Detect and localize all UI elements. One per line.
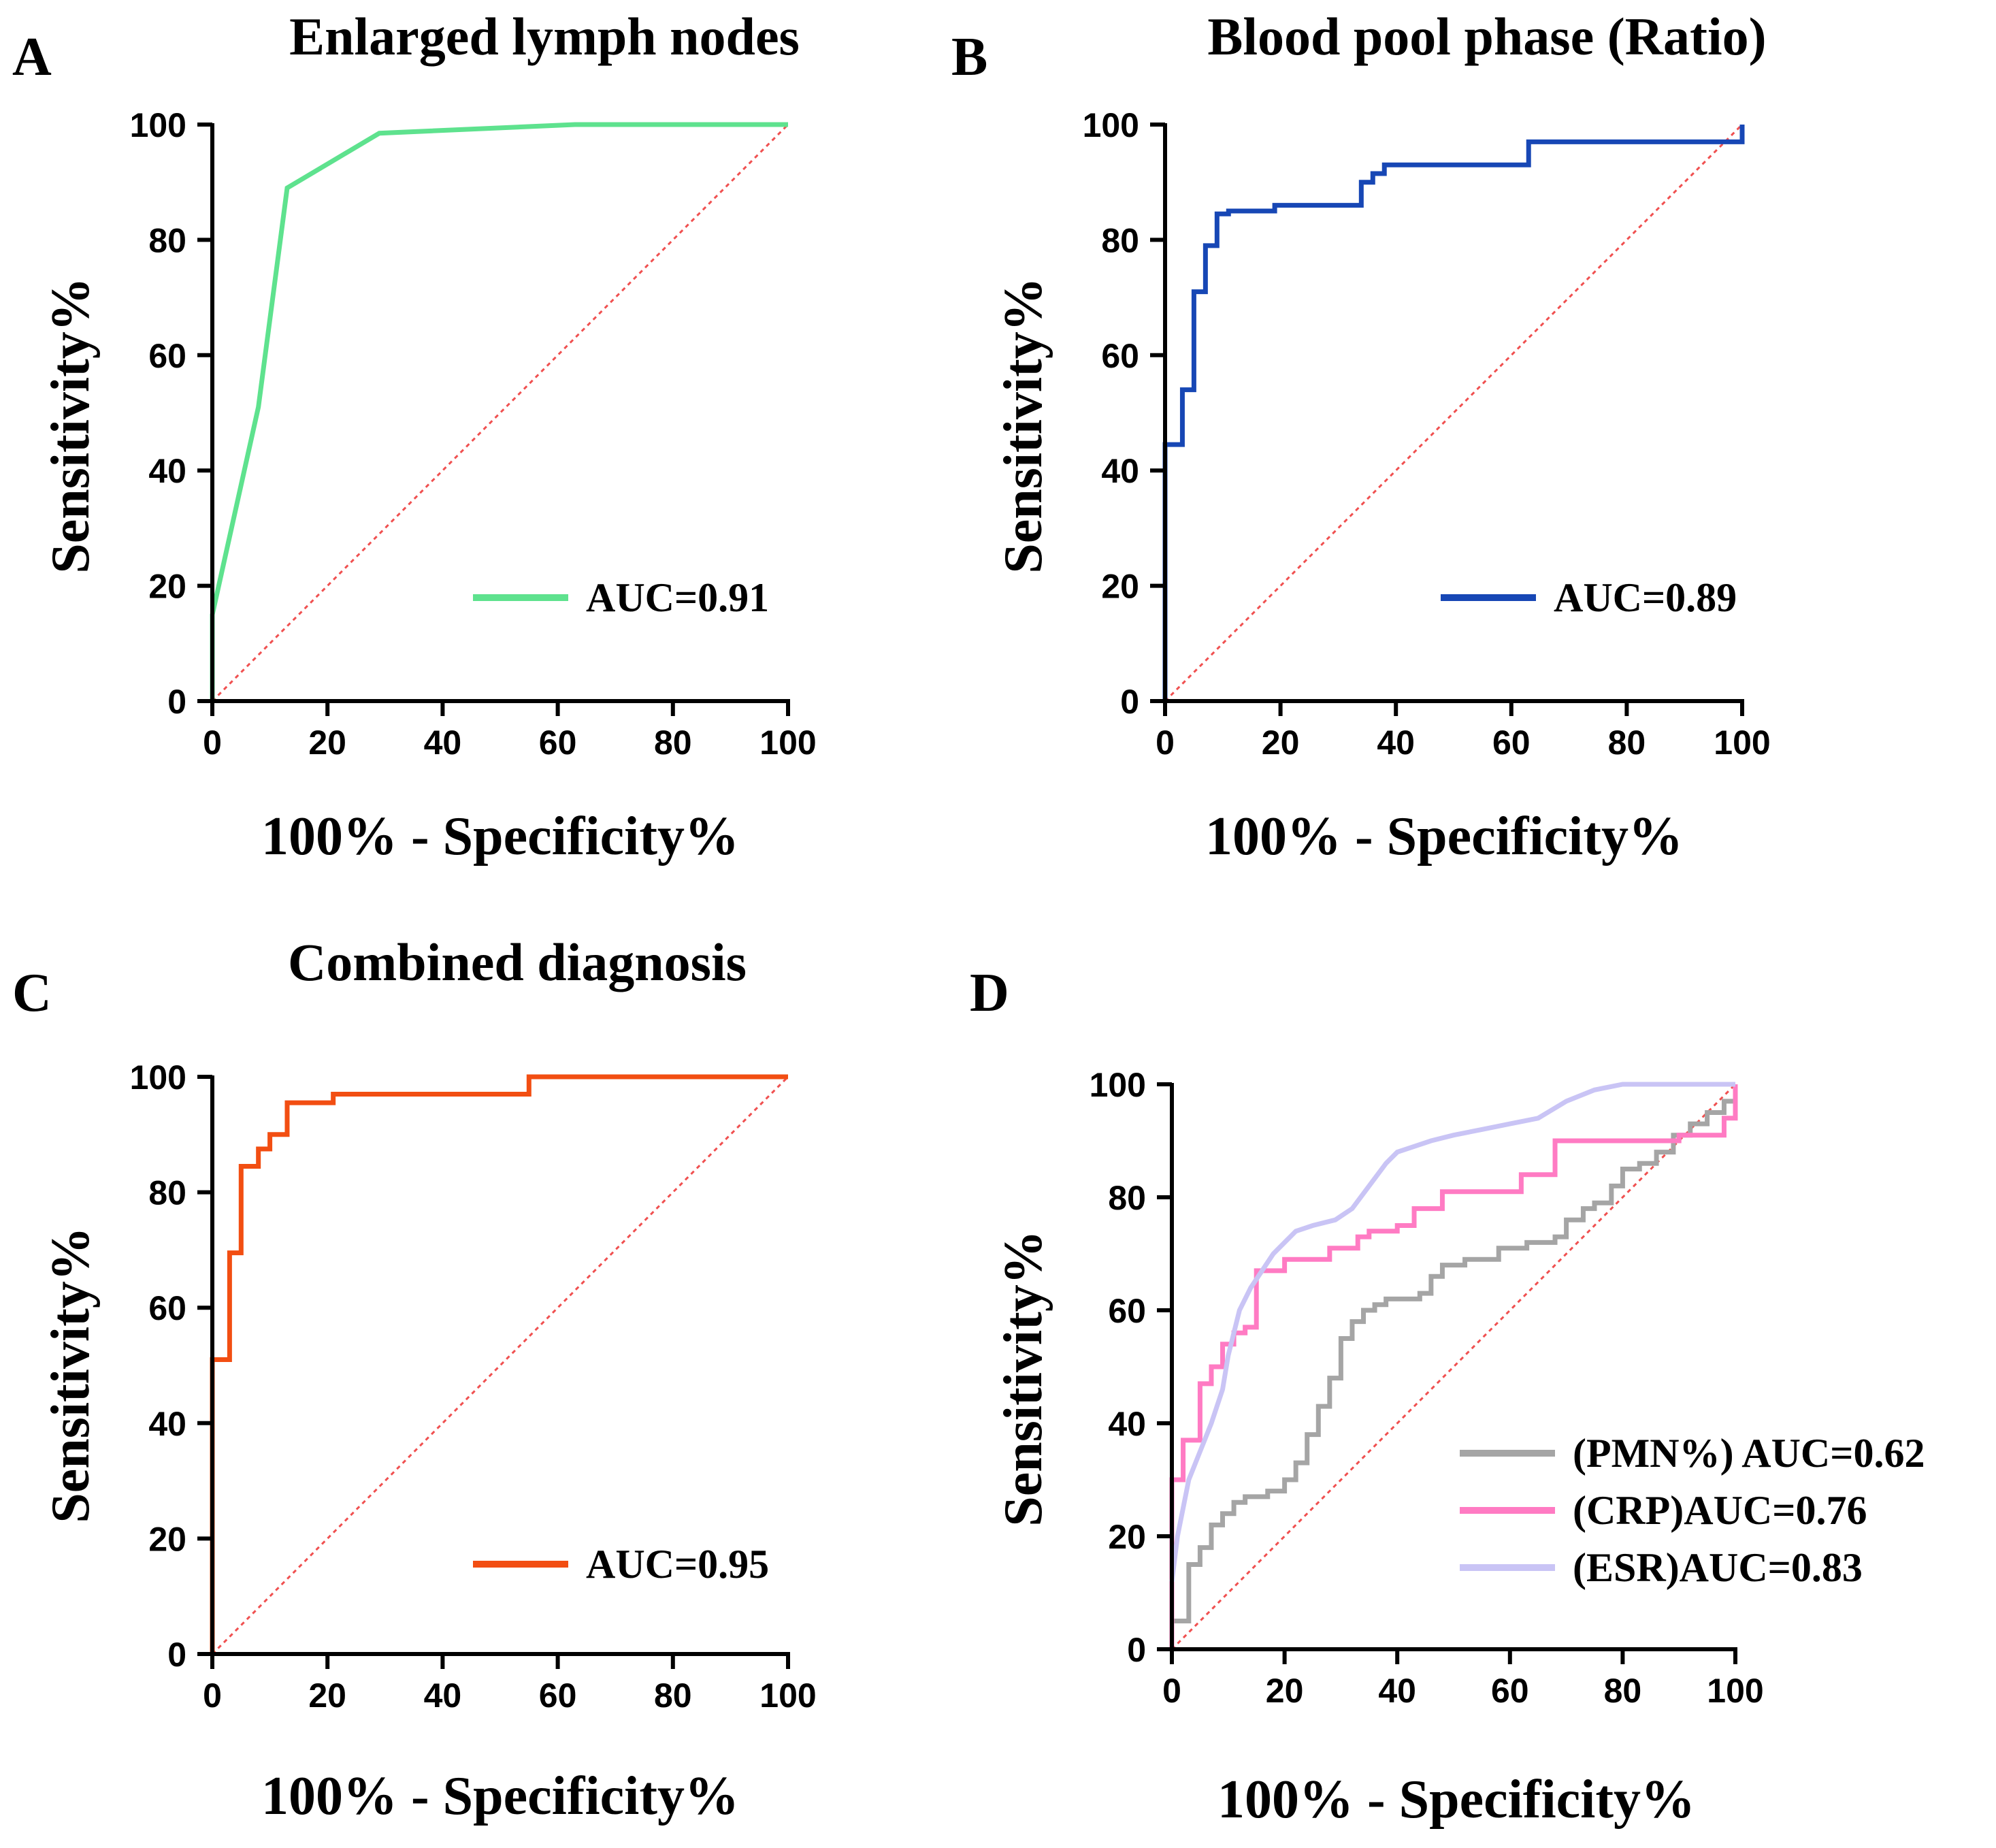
x-tick-label: 100 xyxy=(1707,1672,1763,1710)
x-tick-label: 0 xyxy=(1162,1672,1181,1710)
x-tick-label: 20 xyxy=(1262,724,1300,762)
plot-area: 0 20 40 60 80 100 0 20 40 60 80 100 xyxy=(1090,1066,1764,1710)
legend-label: AUC=0.89 xyxy=(1554,575,1737,620)
legend: AUC=0.91 xyxy=(473,575,769,620)
plot-area: 0 20 40 60 80 100 0 20 40 60 80 100 xyxy=(130,106,817,762)
y-tick-label: 100 xyxy=(1090,1066,1146,1104)
roc-curve-3 xyxy=(1169,1082,1735,1582)
x-tick-label: 40 xyxy=(424,724,462,762)
y-tick-label: 100 xyxy=(130,1058,186,1097)
y-tick-label: 40 xyxy=(148,1405,186,1443)
x-tick-label: 60 xyxy=(539,724,577,762)
panel-title: Combined diagnosis xyxy=(288,933,747,992)
roc-curve-2 xyxy=(1169,1084,1738,1649)
legend-label: (ESR)AUC=0.83 xyxy=(1573,1545,1863,1590)
panel-letter-a: A xyxy=(12,27,52,87)
x-tick-label: 100 xyxy=(759,1676,816,1715)
y-tick-label: 80 xyxy=(148,221,186,259)
y-axis-label: Sensitivity% xyxy=(41,1227,101,1523)
x-tick-label: 100 xyxy=(1714,724,1770,762)
roc-curve-1 xyxy=(1162,125,1745,701)
plot-area: 0 20 40 60 80 100 0 20 40 60 80 100 xyxy=(1083,106,1771,762)
x-tick-label: 80 xyxy=(654,1676,692,1715)
y-tick-label: 0 xyxy=(167,1636,186,1674)
y-tick-label: 40 xyxy=(1101,452,1139,490)
y-tick-label: 80 xyxy=(148,1174,186,1212)
panel-title: Enlarged lymph nodes xyxy=(289,7,800,66)
y-tick-label: 0 xyxy=(167,683,186,721)
legend-label: AUC=0.91 xyxy=(586,575,769,620)
x-tick-label: 80 xyxy=(1604,1672,1642,1710)
y-tick-label: 20 xyxy=(1108,1518,1146,1556)
x-tick-label: 0 xyxy=(203,1676,222,1715)
panel-a: A Enlarged lymph nodes 0 20 40 60 80 100 0 20 40… xyxy=(12,7,817,866)
y-tick-label: 60 xyxy=(148,1289,186,1327)
panel-letter-b: B xyxy=(951,27,987,87)
reference-diagonal-line xyxy=(1164,123,1744,702)
y-tick-label: 80 xyxy=(1108,1179,1146,1217)
y-tick-label: 60 xyxy=(1108,1292,1146,1330)
x-tick-label: 60 xyxy=(539,1676,577,1715)
y-axis-label: Sensitivity% xyxy=(994,277,1053,574)
y-tick-label: 60 xyxy=(148,337,186,375)
x-axis-label: 100% - Specificity% xyxy=(1205,807,1683,866)
x-tick-label: 20 xyxy=(308,1676,346,1715)
y-tick-label: 20 xyxy=(1101,568,1139,606)
x-tick-label: 40 xyxy=(1378,1672,1416,1710)
legend: AUC=0.95 xyxy=(473,1542,769,1587)
legend-label: (CRP)AUC=0.76 xyxy=(1573,1488,1867,1533)
y-axis-label: Sensitivity% xyxy=(994,1230,1053,1527)
y-tick-label: 80 xyxy=(1101,221,1139,259)
panel-letter-d: D xyxy=(970,963,1009,1023)
y-tick-label: 100 xyxy=(130,106,186,144)
y-tick-label: 0 xyxy=(1127,1631,1146,1669)
legend: (PMN%) AUC=0.62 (CRP)AUC=0.76 (ESR)AUC=0.8… xyxy=(1460,1431,1925,1590)
y-tick-label: 40 xyxy=(1108,1405,1146,1443)
x-axis-label: 100% - Specificity% xyxy=(1217,1770,1695,1830)
x-tick-label: 20 xyxy=(308,724,346,762)
legend-label: (PMN%) AUC=0.62 xyxy=(1573,1431,1925,1476)
x-tick-label: 80 xyxy=(654,724,692,762)
x-tick-label: 40 xyxy=(1377,724,1415,762)
roc-curve-1 xyxy=(1169,1084,1738,1649)
plot-area: 0 20 40 60 80 100 0 20 40 60 80 100 xyxy=(130,1058,817,1715)
y-tick-label: 0 xyxy=(1120,683,1139,721)
x-tick-label: 20 xyxy=(1266,1672,1304,1710)
y-tick-label: 40 xyxy=(148,452,186,490)
x-tick-label: 0 xyxy=(203,724,222,762)
panel-d: D 0 20 40 60 80 100 0 20 40 60 80 100 (PMN%) AUC=0.… xyxy=(970,963,1925,1830)
legend-label: AUC=0.95 xyxy=(586,1542,769,1587)
x-tick-label: 100 xyxy=(759,724,816,762)
x-tick-label: 60 xyxy=(1492,724,1531,762)
y-tick-label: 100 xyxy=(1083,106,1139,144)
y-tick-label: 20 xyxy=(148,568,186,606)
x-axis-label: 100% - Specificity% xyxy=(261,807,739,866)
x-axis-label: 100% - Specificity% xyxy=(261,1766,739,1826)
x-tick-label: 60 xyxy=(1491,1672,1529,1710)
reference-diagonal-line xyxy=(211,123,789,702)
reference-diagonal-line xyxy=(211,1075,789,1655)
legend: AUC=0.89 xyxy=(1441,575,1737,620)
panel-c: C Combined diagnosis 0 20 40 60 80 100 0 20 40 60… xyxy=(12,933,817,1826)
y-axis-label: Sensitivity% xyxy=(41,277,101,574)
panel-title: Blood pool phase (Ratio) xyxy=(1207,7,1766,66)
y-tick-label: 60 xyxy=(1101,337,1139,375)
panel-letter-c: C xyxy=(12,963,52,1023)
x-tick-label: 40 xyxy=(424,1676,462,1715)
panel-b: B Blood pool phase (Ratio) 0 20 40 60 80 1000… xyxy=(951,7,1771,866)
x-tick-label: 80 xyxy=(1608,724,1646,762)
y-tick-label: 20 xyxy=(148,1520,186,1558)
x-tick-label: 0 xyxy=(1156,724,1175,762)
roc-curve-1 xyxy=(210,1074,788,1654)
reference-diagonal-line xyxy=(1171,1083,1737,1651)
